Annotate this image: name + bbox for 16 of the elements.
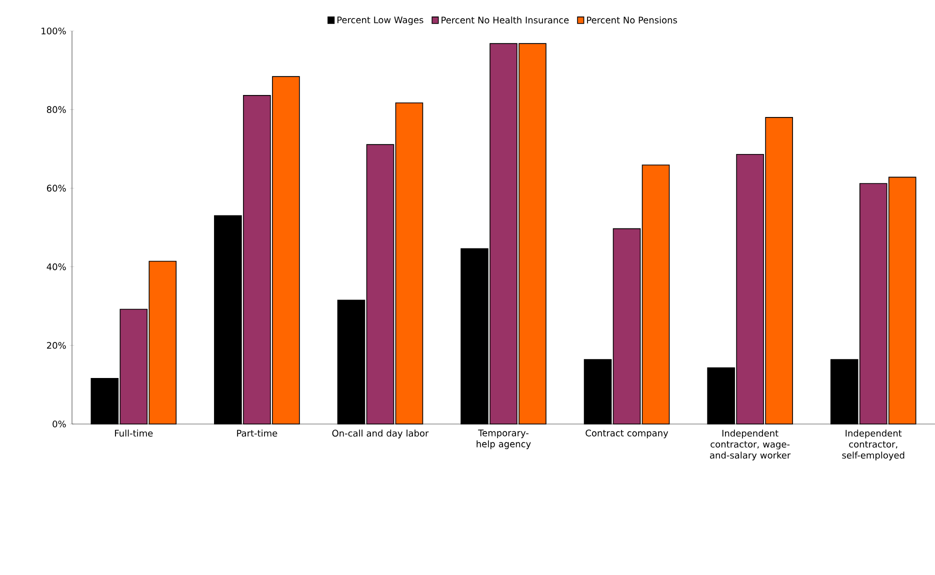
x-tick-label: Independent contractor, wage-and-salary worker <box>710 430 791 460</box>
y-tick-label: 0% <box>52 420 66 428</box>
x-tick-label: Independent contractor, self-employed <box>842 430 904 460</box>
x-tick-label: Part-time <box>237 430 278 437</box>
legend-label: Percent No Health Insurance <box>442 16 569 24</box>
x-tick-label: On-call and day labor <box>332 430 429 438</box>
y-tick-label: 100% <box>42 28 66 34</box>
legend-label: Percent Low Wages <box>337 16 424 26</box>
y-tick-label: 20% <box>46 342 66 349</box>
y-tick-label: 60% <box>46 184 66 192</box>
y-tick-label: 80% <box>46 106 66 113</box>
x-tick-label: Contract company <box>586 430 668 438</box>
x-tick-label: Temporary-help agency <box>476 430 531 450</box>
legend-label: Percent No Pensions <box>587 16 678 24</box>
y-tick-label: 40% <box>46 263 66 270</box>
x-tick-label: Full-time <box>115 430 153 437</box>
